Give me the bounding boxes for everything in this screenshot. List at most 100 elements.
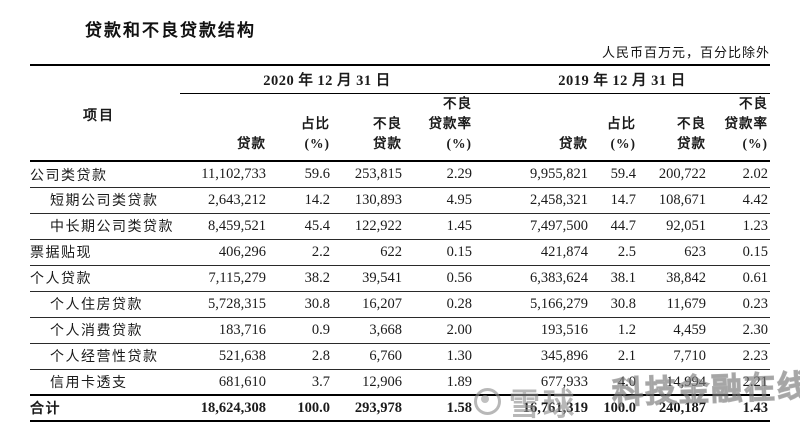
cell-loans-2020: 18,624,308	[180, 394, 268, 423]
cell-npl-2020: 622	[332, 239, 404, 266]
cell-npl-2019: 4,459	[638, 317, 708, 344]
cell-share-2019: 1.2	[590, 317, 638, 344]
cell-npl-ratio-2020: 0.28	[404, 291, 474, 318]
cell-npl-2020: 122,922	[332, 213, 404, 240]
cell-npl-ratio-2019: 2.02	[708, 161, 770, 188]
cell-share-2019: 14.7	[590, 187, 638, 214]
unit-note: 人民币百万元，百分比除外	[601, 45, 770, 60]
cell-npl-2020: 130,893	[332, 187, 404, 214]
cell-npl-ratio-2019: 1.43	[708, 394, 770, 423]
table-row: 合计 18,624,308 100.0 293,978 1.58 16,761,…	[30, 394, 770, 423]
cell-npl-ratio-2020: 1.45	[404, 213, 474, 240]
cell-npl-2019: 623	[638, 239, 708, 266]
cell-loans-2019: 16,761,319	[474, 394, 590, 423]
cell-npl-2019: 7,710	[638, 343, 708, 370]
cell-share-2019: 59.4	[590, 161, 638, 188]
col-header-npl-2019: 不良 贷款	[638, 93, 708, 163]
cell-npl-2020: 6,760	[332, 343, 404, 370]
cell-npl-2020: 3,668	[332, 317, 404, 344]
cell-loans-2020: 681,610	[180, 369, 268, 396]
cell-share-2020: 14.2	[268, 187, 332, 214]
cell-loans-2019: 6,383,624	[474, 265, 590, 292]
cell-loans-2020: 521,638	[180, 343, 268, 370]
cell-npl-ratio-2019: 0.23	[708, 291, 770, 318]
cell-loans-2019: 5,166,279	[474, 291, 590, 318]
cell-loans-2020: 183,716	[180, 317, 268, 344]
table-row: 信用卡透支 681,610 3.7 12,906 1.89 677,933 4.…	[30, 369, 770, 396]
date-header-spacer	[30, 64, 180, 93]
cell-npl-ratio-2019: 2.23	[708, 343, 770, 370]
row-label: 票据贴现	[30, 239, 180, 266]
date-header-row: 2020 年 12 月 31 日 2019 年 12 月 31 日	[30, 64, 770, 94]
table-row: 短期公司类贷款 2,643,212 14.2 130,893 4.95 2,45…	[30, 187, 770, 214]
cell-loans-2020: 7,115,279	[180, 265, 268, 292]
cell-loans-2020: 11,102,733	[180, 161, 268, 188]
column-header-row: 项目 贷款 占比 (%) 不良 贷款 不良 贷款率 (%) 贷款 占比 (%) …	[30, 93, 770, 163]
cell-loans-2019: 193,516	[474, 317, 590, 344]
cell-npl-ratio-2020: 1.30	[404, 343, 474, 370]
col-header-npl-2020: 不良 贷款	[332, 93, 404, 163]
cell-share-2019: 38.1	[590, 265, 638, 292]
cell-share-2019: 4.0	[590, 369, 638, 396]
cell-share-2019: 100.0	[590, 394, 638, 423]
row-label: 短期公司类贷款	[30, 187, 180, 214]
page-title: 贷款和不良贷款结构	[85, 21, 256, 40]
cell-loans-2019: 9,955,821	[474, 161, 590, 188]
cell-npl-2020: 16,207	[332, 291, 404, 318]
cell-share-2019: 2.5	[590, 239, 638, 266]
table-row: 个人住房贷款 5,728,315 30.8 16,207 0.28 5,166,…	[30, 291, 770, 318]
table-row: 个人贷款 7,115,279 38.2 39,541 0.56 6,383,62…	[30, 265, 770, 292]
col-header-share-2020: 占比 (%)	[268, 93, 332, 163]
cell-loans-2019: 421,874	[474, 239, 590, 266]
row-label: 个人贷款	[30, 265, 180, 292]
cell-npl-ratio-2020: 0.56	[404, 265, 474, 292]
row-label: 合计	[30, 394, 180, 423]
row-label: 信用卡透支	[30, 369, 180, 396]
col-header-npl-ratio-2020: 不良 贷款率 (%)	[404, 93, 474, 163]
cell-npl-ratio-2019: 2.30	[708, 317, 770, 344]
col-header-loans-2020: 贷款	[180, 93, 268, 163]
row-label: 中长期公司类贷款	[30, 213, 180, 240]
cell-share-2020: 38.2	[268, 265, 332, 292]
col-header-loans-2019: 贷款	[474, 93, 590, 163]
row-label: 公司类贷款	[30, 161, 180, 188]
cell-npl-2019: 92,051	[638, 213, 708, 240]
col-header-share-2019: 占比 (%)	[590, 93, 638, 163]
cell-npl-2019: 14,994	[638, 369, 708, 396]
cell-loans-2019: 677,933	[474, 369, 590, 396]
cell-npl-2019: 108,671	[638, 187, 708, 214]
cell-share-2020: 3.7	[268, 369, 332, 396]
cell-loans-2020: 5,728,315	[180, 291, 268, 318]
cell-share-2020: 2.2	[268, 239, 332, 266]
date-header-2019: 2019 年 12 月 31 日	[474, 64, 770, 94]
cell-npl-ratio-2020: 4.95	[404, 187, 474, 214]
cell-npl-ratio-2020: 2.00	[404, 317, 474, 344]
cell-share-2020: 45.4	[268, 213, 332, 240]
table-row: 个人经营性贷款 521,638 2.8 6,760 1.30 345,896 2…	[30, 343, 770, 370]
row-label: 个人经营性贷款	[30, 343, 180, 370]
cell-loans-2020: 2,643,212	[180, 187, 268, 214]
table-row: 中长期公司类贷款 8,459,521 45.4 122,922 1.45 7,4…	[30, 213, 770, 240]
table-body: 公司类贷款 11,102,733 59.6 253,815 2.29 9,955…	[30, 161, 770, 423]
cell-npl-2020: 12,906	[332, 369, 404, 396]
cell-npl-2020: 293,978	[332, 394, 404, 423]
col-header-npl-ratio-2019: 不良 贷款率 (%)	[708, 93, 770, 163]
table-row: 公司类贷款 11,102,733 59.6 253,815 2.29 9,955…	[30, 161, 770, 188]
cell-share-2020: 2.8	[268, 343, 332, 370]
cell-loans-2020: 8,459,521	[180, 213, 268, 240]
cell-loans-2019: 345,896	[474, 343, 590, 370]
cell-share-2020: 0.9	[268, 317, 332, 344]
cell-share-2020: 30.8	[268, 291, 332, 318]
cell-npl-2020: 39,541	[332, 265, 404, 292]
cell-share-2019: 44.7	[590, 213, 638, 240]
date-header-2020: 2020 年 12 月 31 日	[180, 64, 474, 94]
cell-npl-ratio-2019: 4.42	[708, 187, 770, 214]
cell-npl-ratio-2020: 0.15	[404, 239, 474, 266]
cell-npl-2020: 253,815	[332, 161, 404, 188]
row-label: 个人住房贷款	[30, 291, 180, 318]
cell-npl-2019: 240,187	[638, 394, 708, 423]
table-row: 个人消费贷款 183,716 0.9 3,668 2.00 193,516 1.…	[30, 317, 770, 344]
cell-npl-ratio-2019: 1.23	[708, 213, 770, 240]
cell-npl-ratio-2019: 0.61	[708, 265, 770, 292]
